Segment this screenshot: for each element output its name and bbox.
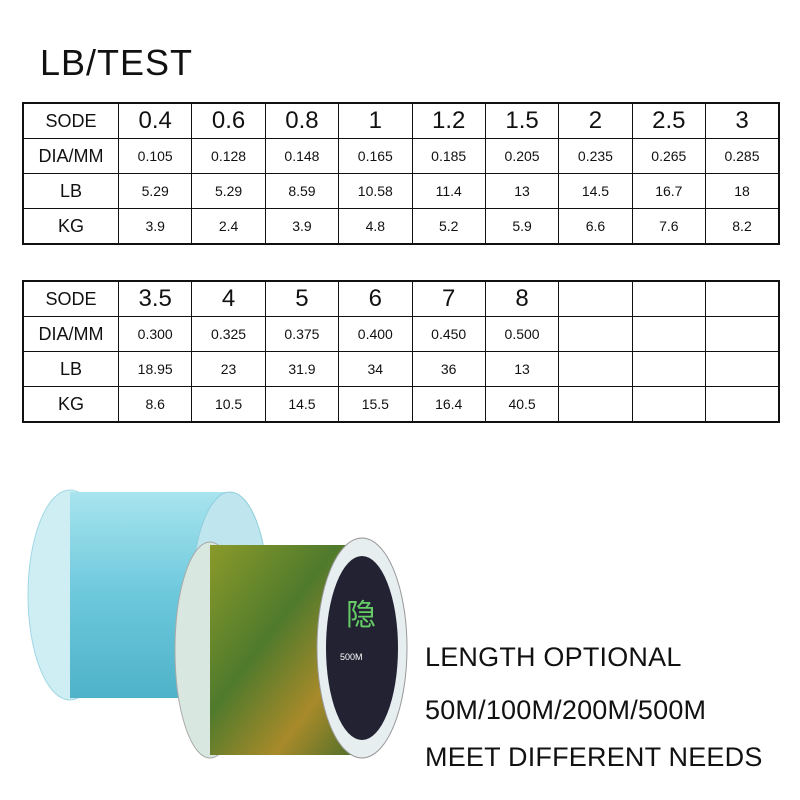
table-cell: 2 — [558, 102, 633, 139]
table-cell: 8 — [484, 280, 560, 317]
table-cell: 16.7 — [631, 173, 707, 209]
table-cell: 3.9 — [117, 208, 193, 245]
table-cell: 7 — [411, 280, 486, 317]
table-cell: 0.285 — [705, 138, 780, 174]
table-cell: 36 — [411, 351, 486, 387]
table-cell: 13 — [484, 351, 560, 387]
table-cell — [705, 280, 780, 317]
table-cell — [558, 351, 633, 387]
table-cell: 0.300 — [117, 316, 193, 352]
table-cell: 5.9 — [484, 208, 560, 245]
row-header: KG — [22, 386, 119, 423]
table-cell: 13 — [484, 173, 560, 209]
table-cell: 11.4 — [411, 173, 486, 209]
table-cell: 40.5 — [484, 386, 560, 423]
table-cell: 5.29 — [191, 173, 266, 209]
table-cell — [631, 386, 707, 423]
table-cell — [631, 280, 707, 317]
table-row: LB 5.29 5.29 8.59 10.58 11.4 13 14.5 16.7 18 — [22, 173, 780, 209]
table-cell — [705, 351, 780, 387]
table-cell: 18.95 — [117, 351, 193, 387]
table-cell: 8.6 — [117, 386, 193, 423]
row-header: KG — [22, 208, 119, 245]
table-row: KG 8.6 10.5 14.5 15.5 16.4 40.5 — [22, 386, 780, 423]
table-cell: 0.450 — [411, 316, 486, 352]
table-cell: 16.4 — [411, 386, 486, 423]
table-cell: 23 — [191, 351, 266, 387]
page-title: LB/TEST — [40, 42, 194, 83]
table-cell: 0.400 — [338, 316, 413, 352]
table-cell: 6.6 — [558, 208, 633, 245]
green-spool: 隐 500M — [174, 537, 408, 759]
table-cell: 0.165 — [338, 138, 413, 174]
table-cell: 0.105 — [117, 138, 193, 174]
feature-line-1: LENGTH OPTIONAL — [425, 642, 682, 672]
table-cell: 34 — [338, 351, 413, 387]
table-row: DIA/MM 0.300 0.325 0.375 0.400 0.450 0.500 — [22, 316, 780, 352]
table-cell: 15.5 — [338, 386, 413, 423]
table-cell: 0.500 — [484, 316, 560, 352]
table-cell: 8.2 — [705, 208, 780, 245]
table-cell: 0.375 — [264, 316, 340, 352]
table-cell: 10.58 — [338, 173, 413, 209]
table-cell — [705, 386, 780, 423]
feature-line-2: 50M/100M/200M/500M — [425, 695, 707, 725]
table-cell — [631, 351, 707, 387]
table-cell: 0.128 — [191, 138, 266, 174]
spool-label-char: 隐 — [346, 599, 376, 632]
table-cell: 0.8 — [264, 102, 340, 139]
table-cell: 14.5 — [264, 386, 340, 423]
table-cell: 3 — [705, 102, 780, 139]
table-cell: 5.2 — [411, 208, 486, 245]
table-row: KG 3.9 2.4 3.9 4.8 5.2 5.9 6.6 7.6 8.2 — [22, 208, 780, 245]
table-cell: 0.235 — [558, 138, 633, 174]
table-cell: 4 — [191, 280, 266, 317]
spec-table-2: SODE 3.5 4 5 6 7 8 DIA/MM 0.300 0.325 0.375 0.400 0.… — [22, 280, 780, 423]
spool-label-length: 500M — [340, 652, 363, 662]
table-cell: 1 — [338, 102, 413, 139]
row-header: LB — [22, 173, 119, 209]
spec-table-1: SODE 0.4 0.6 0.8 1 1.2 1.5 2 2.5 3 DIA/MM 0.105 0.12… — [22, 102, 780, 245]
table-cell: 0.6 — [191, 102, 266, 139]
row-header: DIA/MM — [22, 138, 119, 174]
table-row: LB 18.95 23 31.9 34 36 13 — [22, 351, 780, 387]
row-header: SODE — [22, 280, 119, 317]
table-cell: 0.205 — [484, 138, 560, 174]
table-cell: 14.5 — [558, 173, 633, 209]
table-cell: 1.5 — [484, 102, 560, 139]
table-cell: 7.6 — [631, 208, 707, 245]
table-cell: 8.59 — [264, 173, 340, 209]
table-cell: 3.9 — [264, 208, 340, 245]
table-cell: 18 — [705, 173, 780, 209]
table-cell: 10.5 — [191, 386, 266, 423]
table-cell: 0.148 — [264, 138, 340, 174]
feature-line-3: MEET DIFFERENT NEEDS — [425, 742, 763, 772]
table-cell: 5.29 — [117, 173, 193, 209]
